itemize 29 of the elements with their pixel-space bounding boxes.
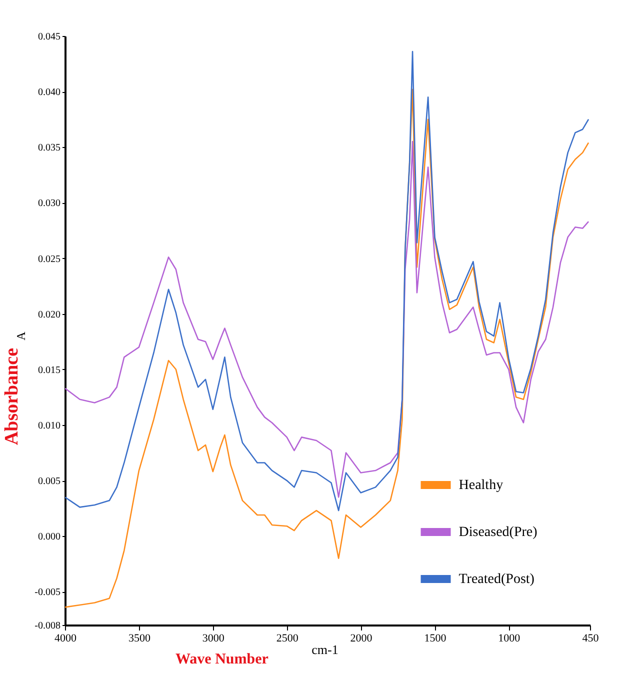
x-tick-label: 1000 <box>498 632 521 644</box>
x-axis-title: Wave Number <box>176 652 269 668</box>
text: A <box>14 331 28 340</box>
x-tick-label: 3000 <box>202 632 225 644</box>
x-tick-label: 4000 <box>54 632 77 644</box>
y-tick-label: 0.020 <box>38 309 60 320</box>
x-tick-label: 2500 <box>276 632 299 644</box>
line-series <box>65 50 590 512</box>
y-tick-label: 0.000 <box>38 532 60 543</box>
y-tick-label: 0.015 <box>38 364 60 376</box>
y-tick-label: -0.005 <box>34 587 60 598</box>
line-series <box>65 140 590 498</box>
y-tick-label: 0.005 <box>38 476 60 488</box>
y-axis-title: Absorbance <box>2 348 22 446</box>
x-tick-label: 1500 <box>424 632 447 644</box>
y-tick-label: 0.030 <box>38 198 60 210</box>
y-tick-label: 0.045 <box>38 32 60 42</box>
legend-label: Healthy <box>458 478 504 493</box>
legend-label: Treated(Post) <box>458 572 535 587</box>
text: cm-1 <box>312 642 338 657</box>
y-tick-label: 0.040 <box>38 87 60 98</box>
y-tick-label: 0.010 <box>38 420 60 432</box>
y-tick-label: 0.025 <box>38 254 60 265</box>
x-tick-label: 2000 <box>350 632 373 644</box>
y-tick-label: -0.008 <box>34 620 60 632</box>
x-tick-label: 450 <box>582 632 600 644</box>
x-tick-label: 3500 <box>128 632 151 644</box>
y-tick-label: 0.035 <box>38 142 60 154</box>
legend-label: Diseased(Pre) <box>458 524 538 540</box>
